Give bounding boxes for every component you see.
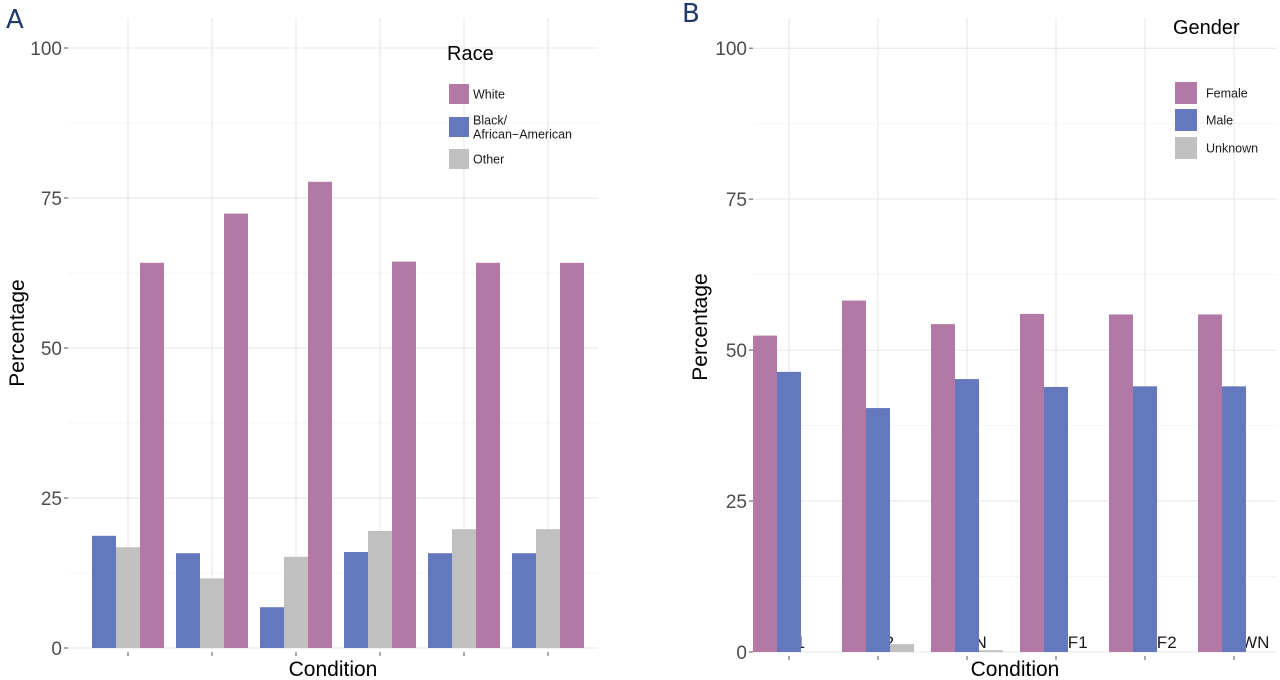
legend-label: African−American <box>473 128 572 142</box>
legend-label: Black/ <box>473 114 508 128</box>
bar-male-nonnf1 <box>1044 386 1068 652</box>
bar-other-nonnf1 <box>368 531 392 648</box>
legend-label: Male <box>1206 114 1233 128</box>
bar-other-nonswn <box>536 529 560 648</box>
bar-black-african-american-nf1 <box>92 535 116 648</box>
bar-male-nf2 <box>866 408 890 652</box>
legend-swatch <box>449 84 469 104</box>
y-tick-label: 100 <box>715 39 747 60</box>
bar-white-nonnf1 <box>392 261 416 648</box>
chart-panel-a: A0255075100NF1NF2SWNNonNF1NonNF2NonSWNCo… <box>6 5 598 680</box>
bar-white-nf1 <box>140 262 164 648</box>
x-axis-title: Condition <box>289 658 378 680</box>
chart-panel-b: B0255075100NF1NF2SWNNonNF1NonNF2NonSWNCo… <box>682 0 1277 680</box>
bar-other-nf2 <box>200 578 224 648</box>
y-tick-label: 25 <box>726 492 747 513</box>
bar-other-nonnf2 <box>452 529 476 648</box>
bar-white-nf2 <box>224 213 248 648</box>
bar-female-nonnf1 <box>1020 313 1044 652</box>
bar-male-nonswn <box>1222 386 1246 652</box>
legend-label: Other <box>473 153 504 167</box>
y-tick-label: 0 <box>51 639 62 660</box>
y-axis: 0 25 50 75 100 <box>715 39 1277 664</box>
y-axis-title: Percentage <box>689 273 712 380</box>
legend-swatch <box>1175 82 1197 104</box>
y-tick-label: 75 <box>41 189 62 210</box>
y-tick-label: 75 <box>726 190 747 211</box>
y-tick-label: 50 <box>726 341 747 362</box>
bar-other-swn <box>284 556 308 648</box>
bar-male-nf1 <box>777 371 801 652</box>
legend-label: Female <box>1206 87 1248 101</box>
bar-unknown-swn <box>979 650 1003 652</box>
legend-title: Gender <box>1173 17 1240 39</box>
bar-black-african-american-nonswn <box>512 553 536 648</box>
bar-white-nonswn <box>560 262 584 648</box>
bar-black-african-american-nonnf1 <box>344 552 368 648</box>
bar-male-swn <box>955 379 979 652</box>
bar-black-african-american-swn <box>260 607 284 648</box>
panel-letter: A <box>6 5 24 35</box>
bar-black-african-american-nf2 <box>176 553 200 648</box>
legend-swatch <box>449 149 469 169</box>
legend-swatch <box>1175 109 1197 131</box>
legend: Race White Black/African−American Other <box>447 43 572 169</box>
legend-label: White <box>473 88 505 102</box>
x-axis-title: Condition <box>971 658 1060 680</box>
bar-other-nf1 <box>116 547 140 648</box>
bar-black-african-american-nonnf2 <box>428 553 452 648</box>
bar-female-nf1 <box>753 335 777 652</box>
bar-male-nonnf2 <box>1133 386 1157 652</box>
y-axis-title: Percentage <box>6 279 29 386</box>
y-tick-label: 25 <box>41 489 62 510</box>
bars <box>92 181 584 649</box>
bar-white-nonnf2 <box>476 262 500 648</box>
y-tick-label: 100 <box>30 39 62 60</box>
bar-white-swn <box>308 181 332 649</box>
y-tick-label: 50 <box>41 339 62 360</box>
bar-unknown-nf2 <box>890 644 914 652</box>
legend-swatch <box>449 117 469 137</box>
y-tick-label: 0 <box>736 643 747 664</box>
bars <box>753 300 1246 652</box>
bar-female-nf2 <box>842 300 866 652</box>
panel-letter: B <box>682 0 700 29</box>
bar-female-nonswn <box>1198 314 1222 652</box>
legend-title: Race <box>447 43 494 65</box>
legend-label: Unknown <box>1206 142 1258 156</box>
bar-female-swn <box>931 324 955 652</box>
legend-swatch <box>1175 137 1197 159</box>
bar-female-nonnf2 <box>1109 314 1133 652</box>
legend: Gender Female Male Unknown <box>1173 17 1258 159</box>
